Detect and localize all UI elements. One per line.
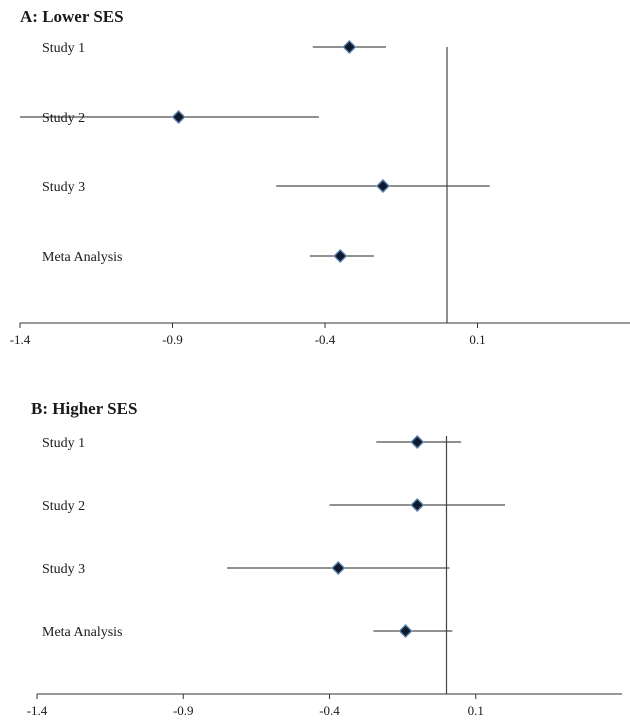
panel-a-point-estimate (375, 179, 390, 193)
panel-b-tick-label: -0.4 (319, 703, 340, 718)
panel-a-tick-label: -1.4 (10, 332, 31, 347)
panel-a-row: Meta Analysis (42, 249, 374, 265)
panel-b-row: Meta Analysis (42, 624, 453, 640)
panel-a-point-estimate (342, 40, 357, 54)
panel-b-point-estimate (410, 498, 425, 512)
panel-a-tick-label: -0.4 (315, 332, 336, 347)
panel-b-row-label: Study 3 (42, 562, 85, 577)
panel-b-row-label: Study 2 (42, 499, 85, 514)
panel-b: B: Higher SES Study 1 Study 2 Study 3 Meta … (27, 399, 622, 718)
panel-a-title: A: Lower SES (20, 7, 124, 26)
panel-b-point-estimate (398, 624, 413, 638)
panel-b-title: B: Higher SES (31, 399, 137, 418)
panel-b-row: Study 3 (42, 561, 450, 577)
panel-a-row-label: Study 1 (42, 41, 85, 56)
panel-a-point-estimate (171, 110, 186, 124)
panel-a-row: Study 2 (20, 110, 319, 126)
panel-a: A: Lower SES Study 1 Study 2 Study 3 Meta A… (10, 7, 630, 347)
panel-b-tick-label: -0.9 (173, 703, 194, 718)
panel-a-tick-label: 0.1 (469, 332, 485, 347)
panel-a-row-label: Study 2 (42, 111, 85, 126)
panel-a-row: Study 3 (42, 179, 490, 195)
panel-a-point-estimate (333, 249, 348, 263)
panel-b-row: Study 2 (42, 498, 505, 514)
panel-a-tick-label: -0.9 (162, 332, 183, 347)
panel-b-tick-label: -1.4 (27, 703, 48, 718)
panel-b-point-estimate (331, 561, 346, 575)
panel-a-row-label: Meta Analysis (42, 250, 123, 265)
panel-b-point-estimate (410, 435, 425, 449)
panel-b-row-label: Meta Analysis (42, 625, 123, 640)
panel-b-row-label: Study 1 (42, 436, 85, 451)
panel-b-tick-label: 0.1 (468, 703, 484, 718)
panel-a-row: Study 1 (42, 40, 386, 56)
panel-b-row: Study 1 (42, 435, 462, 451)
panel-a-row-label: Study 3 (42, 180, 85, 195)
